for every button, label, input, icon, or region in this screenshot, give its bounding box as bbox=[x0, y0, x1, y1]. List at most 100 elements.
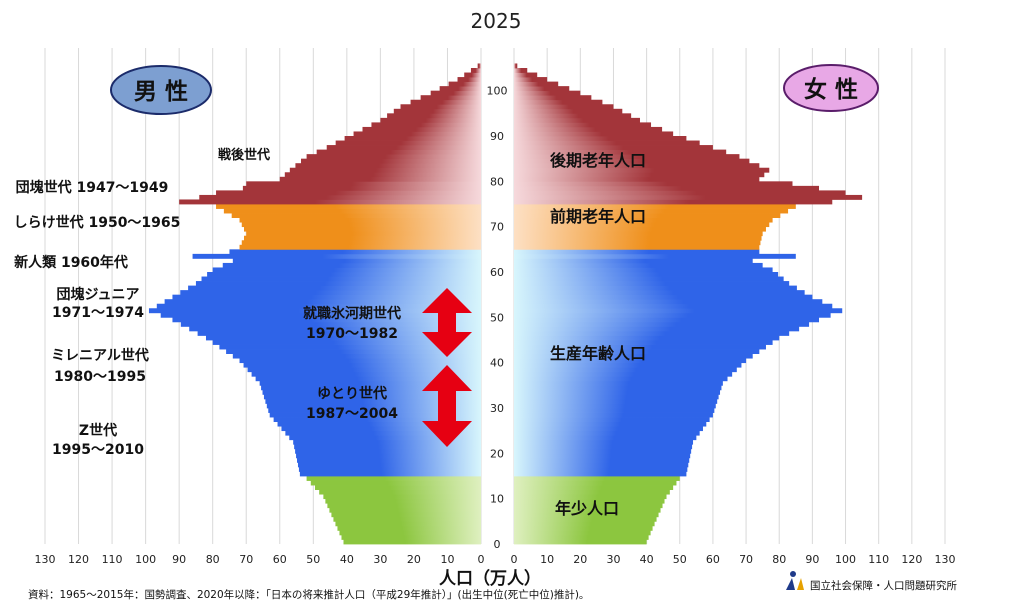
female-bar bbox=[514, 326, 800, 332]
male-bar bbox=[255, 376, 481, 382]
male-bar bbox=[199, 194, 481, 200]
female-bar bbox=[514, 131, 674, 137]
female-bar bbox=[514, 448, 692, 454]
male-bar bbox=[306, 154, 481, 160]
female-bar bbox=[514, 330, 790, 336]
ipss-logo: 国立社会保障・人口問題研究所 bbox=[786, 571, 957, 592]
female-bar bbox=[514, 485, 674, 490]
male-bar bbox=[410, 99, 481, 105]
male-bar bbox=[281, 426, 481, 432]
male-bar bbox=[327, 503, 481, 509]
male-bar bbox=[205, 335, 481, 341]
annotation-yutori: ゆとり世代 bbox=[317, 385, 387, 402]
female-bar bbox=[514, 380, 723, 386]
male-bar bbox=[343, 539, 481, 545]
male-bar bbox=[243, 235, 481, 241]
female-bar bbox=[514, 457, 690, 463]
male-bar bbox=[323, 494, 481, 500]
female-bar bbox=[514, 321, 810, 327]
male-bar bbox=[231, 213, 481, 218]
male-bar bbox=[242, 185, 481, 191]
male-bar bbox=[335, 140, 481, 146]
male-bar bbox=[246, 181, 481, 187]
male-bar bbox=[216, 190, 482, 196]
male-bar bbox=[246, 231, 481, 237]
male-bar bbox=[197, 330, 481, 336]
female-bar bbox=[514, 426, 703, 432]
x-tick-label-male: 60 bbox=[273, 553, 287, 566]
male-bar bbox=[265, 398, 481, 404]
female-bar bbox=[514, 154, 740, 160]
female-bar bbox=[514, 394, 719, 400]
male-bar bbox=[243, 226, 481, 232]
male-bar bbox=[297, 462, 481, 468]
female-bar bbox=[514, 222, 770, 228]
annotation-dankai-junior-years: 1971〜1974 bbox=[52, 305, 144, 321]
female-bar bbox=[514, 181, 793, 187]
female-bar bbox=[514, 204, 796, 209]
female-bar bbox=[514, 226, 766, 232]
ice-age-arrow bbox=[422, 288, 472, 357]
male-bar bbox=[226, 349, 481, 354]
female-bar bbox=[514, 476, 680, 481]
male-bar bbox=[179, 199, 481, 205]
female-bar bbox=[514, 272, 779, 277]
yutori-arrow bbox=[422, 365, 472, 447]
female-bar bbox=[514, 358, 747, 364]
male-bar bbox=[216, 204, 482, 209]
annotation-ice-age-years: 1970〜1982 bbox=[306, 326, 398, 342]
annotation-millennial-years: 1980〜1995 bbox=[54, 369, 146, 385]
male-bar bbox=[310, 480, 481, 486]
male-bar bbox=[420, 95, 481, 101]
female-bar bbox=[514, 231, 763, 237]
male-badge: 男 性 bbox=[110, 65, 212, 115]
male-bar bbox=[341, 534, 481, 540]
male-bar bbox=[268, 408, 481, 413]
female-bar bbox=[514, 285, 797, 291]
female-bar bbox=[514, 335, 780, 341]
female-bar bbox=[514, 77, 548, 82]
female-label: 女 性 bbox=[804, 76, 858, 103]
male-bar bbox=[251, 371, 481, 377]
male-bar bbox=[319, 489, 481, 495]
female-bar bbox=[514, 208, 789, 214]
male-bar bbox=[261, 385, 481, 391]
male-bar bbox=[160, 312, 481, 318]
male-bar bbox=[457, 77, 481, 82]
male-bar bbox=[296, 453, 481, 459]
female-bar bbox=[514, 68, 528, 73]
female-bar bbox=[514, 104, 614, 110]
male-bar bbox=[239, 217, 481, 223]
female-bar bbox=[514, 403, 716, 409]
x-axis-label: 人口（万人） bbox=[439, 568, 541, 589]
male-bar bbox=[325, 498, 481, 504]
female-bar bbox=[514, 462, 689, 468]
male-bar bbox=[232, 258, 481, 264]
female-bar bbox=[514, 521, 655, 527]
male-bar bbox=[239, 358, 481, 364]
male-bar bbox=[259, 380, 481, 386]
female-bar bbox=[514, 290, 805, 296]
female-bar bbox=[514, 439, 694, 445]
age-tick-label: 100 bbox=[487, 85, 508, 98]
male-bar bbox=[263, 394, 481, 400]
male-bar bbox=[273, 417, 481, 422]
male-bar bbox=[180, 290, 481, 296]
annotation-shirake: しらけ世代 1950〜1965 bbox=[14, 214, 181, 231]
male-bar bbox=[293, 439, 481, 445]
male-bar bbox=[301, 158, 481, 164]
x-tick-label-male: 130 bbox=[35, 553, 56, 566]
male-bar bbox=[219, 344, 481, 350]
male-bar bbox=[380, 117, 481, 123]
x-tick-label-male: 120 bbox=[68, 553, 89, 566]
male-bar bbox=[277, 421, 481, 427]
female-bar bbox=[514, 258, 753, 264]
annotation-millennial: ミレニアル世代 bbox=[51, 347, 149, 364]
male-bar bbox=[298, 466, 481, 472]
female-bar bbox=[514, 503, 663, 509]
female-bar bbox=[514, 194, 863, 200]
x-tick-label-male: 0 bbox=[478, 553, 485, 566]
male-bar bbox=[295, 448, 481, 454]
annotation-gen-z: Z世代 bbox=[79, 422, 117, 439]
